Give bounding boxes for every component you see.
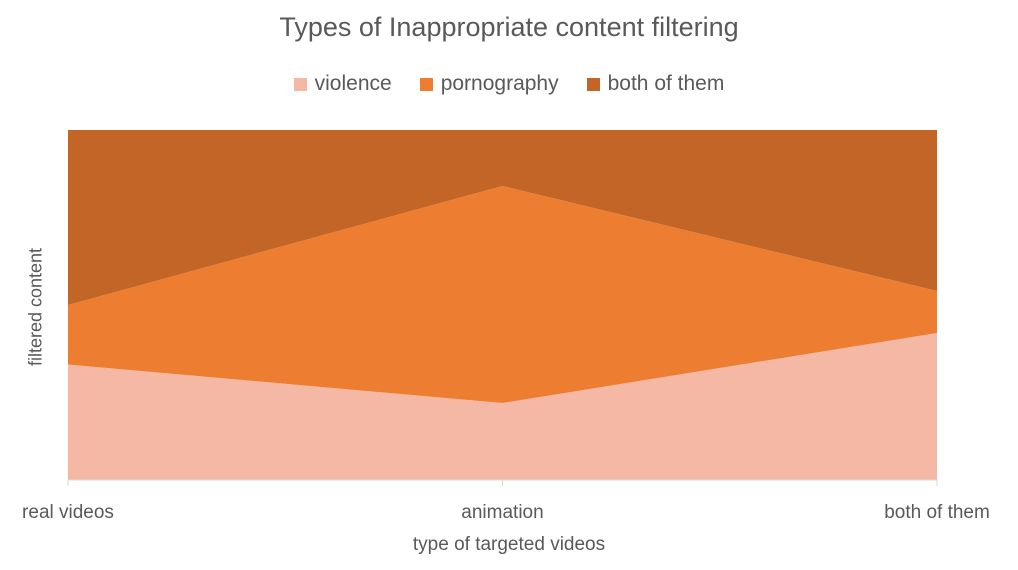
legend-label-violence: violence	[314, 72, 392, 95]
chart-title: Types of Inappropriate content filtering	[279, 12, 739, 42]
y-axis-title: filtered content	[25, 247, 46, 367]
legend-item-both: both of them	[586, 72, 725, 96]
legend: violence pornography both of them	[0, 72, 1018, 96]
legend-swatch-violence	[293, 77, 307, 91]
area-series-both-of-them	[68, 130, 937, 305]
area-series-pornography	[68, 186, 937, 403]
legend-label-pornography: pornography	[440, 72, 559, 95]
legend-label-both: both of them	[607, 72, 725, 95]
legend-item-pornography: pornography	[419, 72, 559, 96]
x-tick-label: real videos	[22, 502, 114, 523]
x-tick-label: animation	[461, 502, 543, 523]
legend-swatch-both	[586, 77, 600, 91]
legend-swatch-pornography	[419, 77, 433, 91]
x-tick-label: both of them	[884, 502, 990, 523]
legend-item-violence: violence	[293, 72, 392, 96]
x-axis-title: type of targeted videos	[412, 534, 606, 555]
area-series-violence	[68, 333, 937, 480]
